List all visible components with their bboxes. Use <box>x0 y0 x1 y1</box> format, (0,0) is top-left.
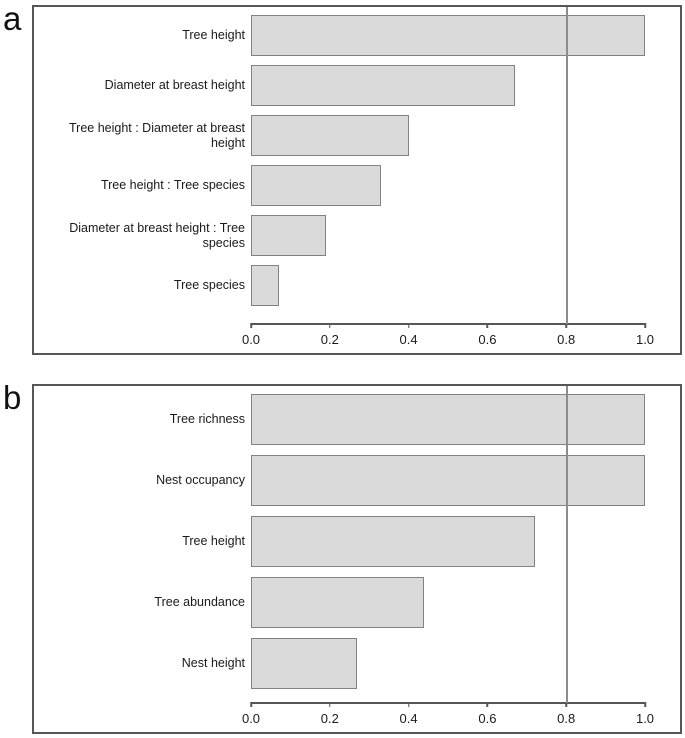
x-tick-mark <box>486 702 489 707</box>
category-label: Tree height : Diameter at breast height <box>68 121 245 150</box>
bar-track <box>251 215 645 256</box>
bar-row: Nest occupancy <box>34 455 680 506</box>
x-tick-label: 0.8 <box>557 711 576 726</box>
bar-rows: Tree height Diameter at breast height Tree… <box>34 15 680 306</box>
bar <box>251 265 279 306</box>
bar-rows: Tree richness Nest occupancy Tree height Tr… <box>34 394 680 689</box>
bar <box>251 65 515 106</box>
bar-row: Tree height <box>34 516 680 567</box>
x-tick-label: 1.0 <box>635 711 655 726</box>
category-label: Tree height <box>182 534 245 549</box>
x-axis-line <box>251 702 645 704</box>
panel-a-letter: a <box>3 0 22 37</box>
x-tick-label: 0.8 <box>557 332 576 347</box>
x-tick-label: 0.4 <box>399 711 418 726</box>
category-label: Nest occupancy <box>156 473 245 488</box>
x-tick-label: 1.0 <box>635 332 655 347</box>
panel-b-letter: b <box>3 379 22 416</box>
category-label: Diameter at breast height <box>104 78 245 93</box>
bar-row: Nest height <box>34 638 680 689</box>
bar-track <box>251 65 645 106</box>
bar <box>251 15 645 56</box>
x-tick-label: 0.4 <box>399 332 418 347</box>
category-label: Tree abundance <box>154 595 245 610</box>
bar-track <box>251 516 645 567</box>
bar-row: Tree height : Diameter at breast height <box>34 115 680 156</box>
x-tick-mark <box>565 702 567 707</box>
bar-track <box>251 394 645 445</box>
x-tick-label: 0.0 <box>241 711 261 726</box>
reference-line <box>566 386 568 703</box>
bar-row: Tree height <box>34 15 680 56</box>
bar <box>251 394 645 445</box>
x-tick-mark <box>329 323 331 328</box>
category-label: Tree height : Tree species <box>100 178 245 193</box>
x-tick-mark <box>250 323 252 328</box>
x-tick-mark <box>407 323 410 328</box>
bar-track <box>251 455 645 506</box>
bar <box>251 455 645 506</box>
bar-track <box>251 165 645 206</box>
x-tick-label: 0.2 <box>320 711 339 726</box>
panel-a: Tree height Diameter at breast height Tree… <box>32 5 682 355</box>
bar-row: Tree richness <box>34 394 680 445</box>
x-tick-mark <box>329 702 331 707</box>
category-label: Tree species <box>173 278 245 293</box>
panel-b: Tree richness Nest occupancy Tree height Tr… <box>32 384 682 734</box>
category-label: Diameter at breast height : Tree species <box>69 221 245 250</box>
x-tick-mark <box>644 323 646 328</box>
category-label: Nest height <box>181 656 245 671</box>
x-tick-mark <box>565 323 567 328</box>
bar-row: Diameter at breast height : Tree species <box>34 215 680 256</box>
x-tick-label: 0.2 <box>320 332 339 347</box>
x-tick-mark <box>407 702 410 707</box>
bar-row: Tree species <box>34 265 680 306</box>
bar-track <box>251 265 645 306</box>
bar <box>251 215 326 256</box>
x-axis-line <box>251 323 645 325</box>
bar-row: Diameter at breast height <box>34 65 680 106</box>
bar <box>251 165 382 206</box>
category-label: Tree richness <box>169 412 245 427</box>
x-tick-mark <box>250 702 252 707</box>
bar <box>251 638 358 689</box>
bar-track <box>251 15 645 56</box>
x-tick-label: 0.0 <box>241 332 261 347</box>
x-tick-label: 0.6 <box>478 711 497 726</box>
x-axis: 0.0 0.2 0.4 0.6 0.8 1.0 <box>242 323 654 353</box>
category-label: Tree height <box>182 28 245 43</box>
bar-track <box>251 577 645 628</box>
bar <box>251 516 535 567</box>
bar-track <box>251 115 645 156</box>
bar-row: Tree abundance <box>34 577 680 628</box>
bar <box>251 577 425 628</box>
bar-row: Tree height : Tree species <box>34 165 680 206</box>
x-tick-mark <box>644 702 646 707</box>
reference-line <box>566 7 568 324</box>
x-axis: 0.0 0.2 0.4 0.6 0.8 1.0 <box>242 702 654 732</box>
x-tick-label: 0.6 <box>478 332 497 347</box>
bar <box>251 115 409 156</box>
x-tick-mark <box>486 323 489 328</box>
bar-track <box>251 638 645 689</box>
